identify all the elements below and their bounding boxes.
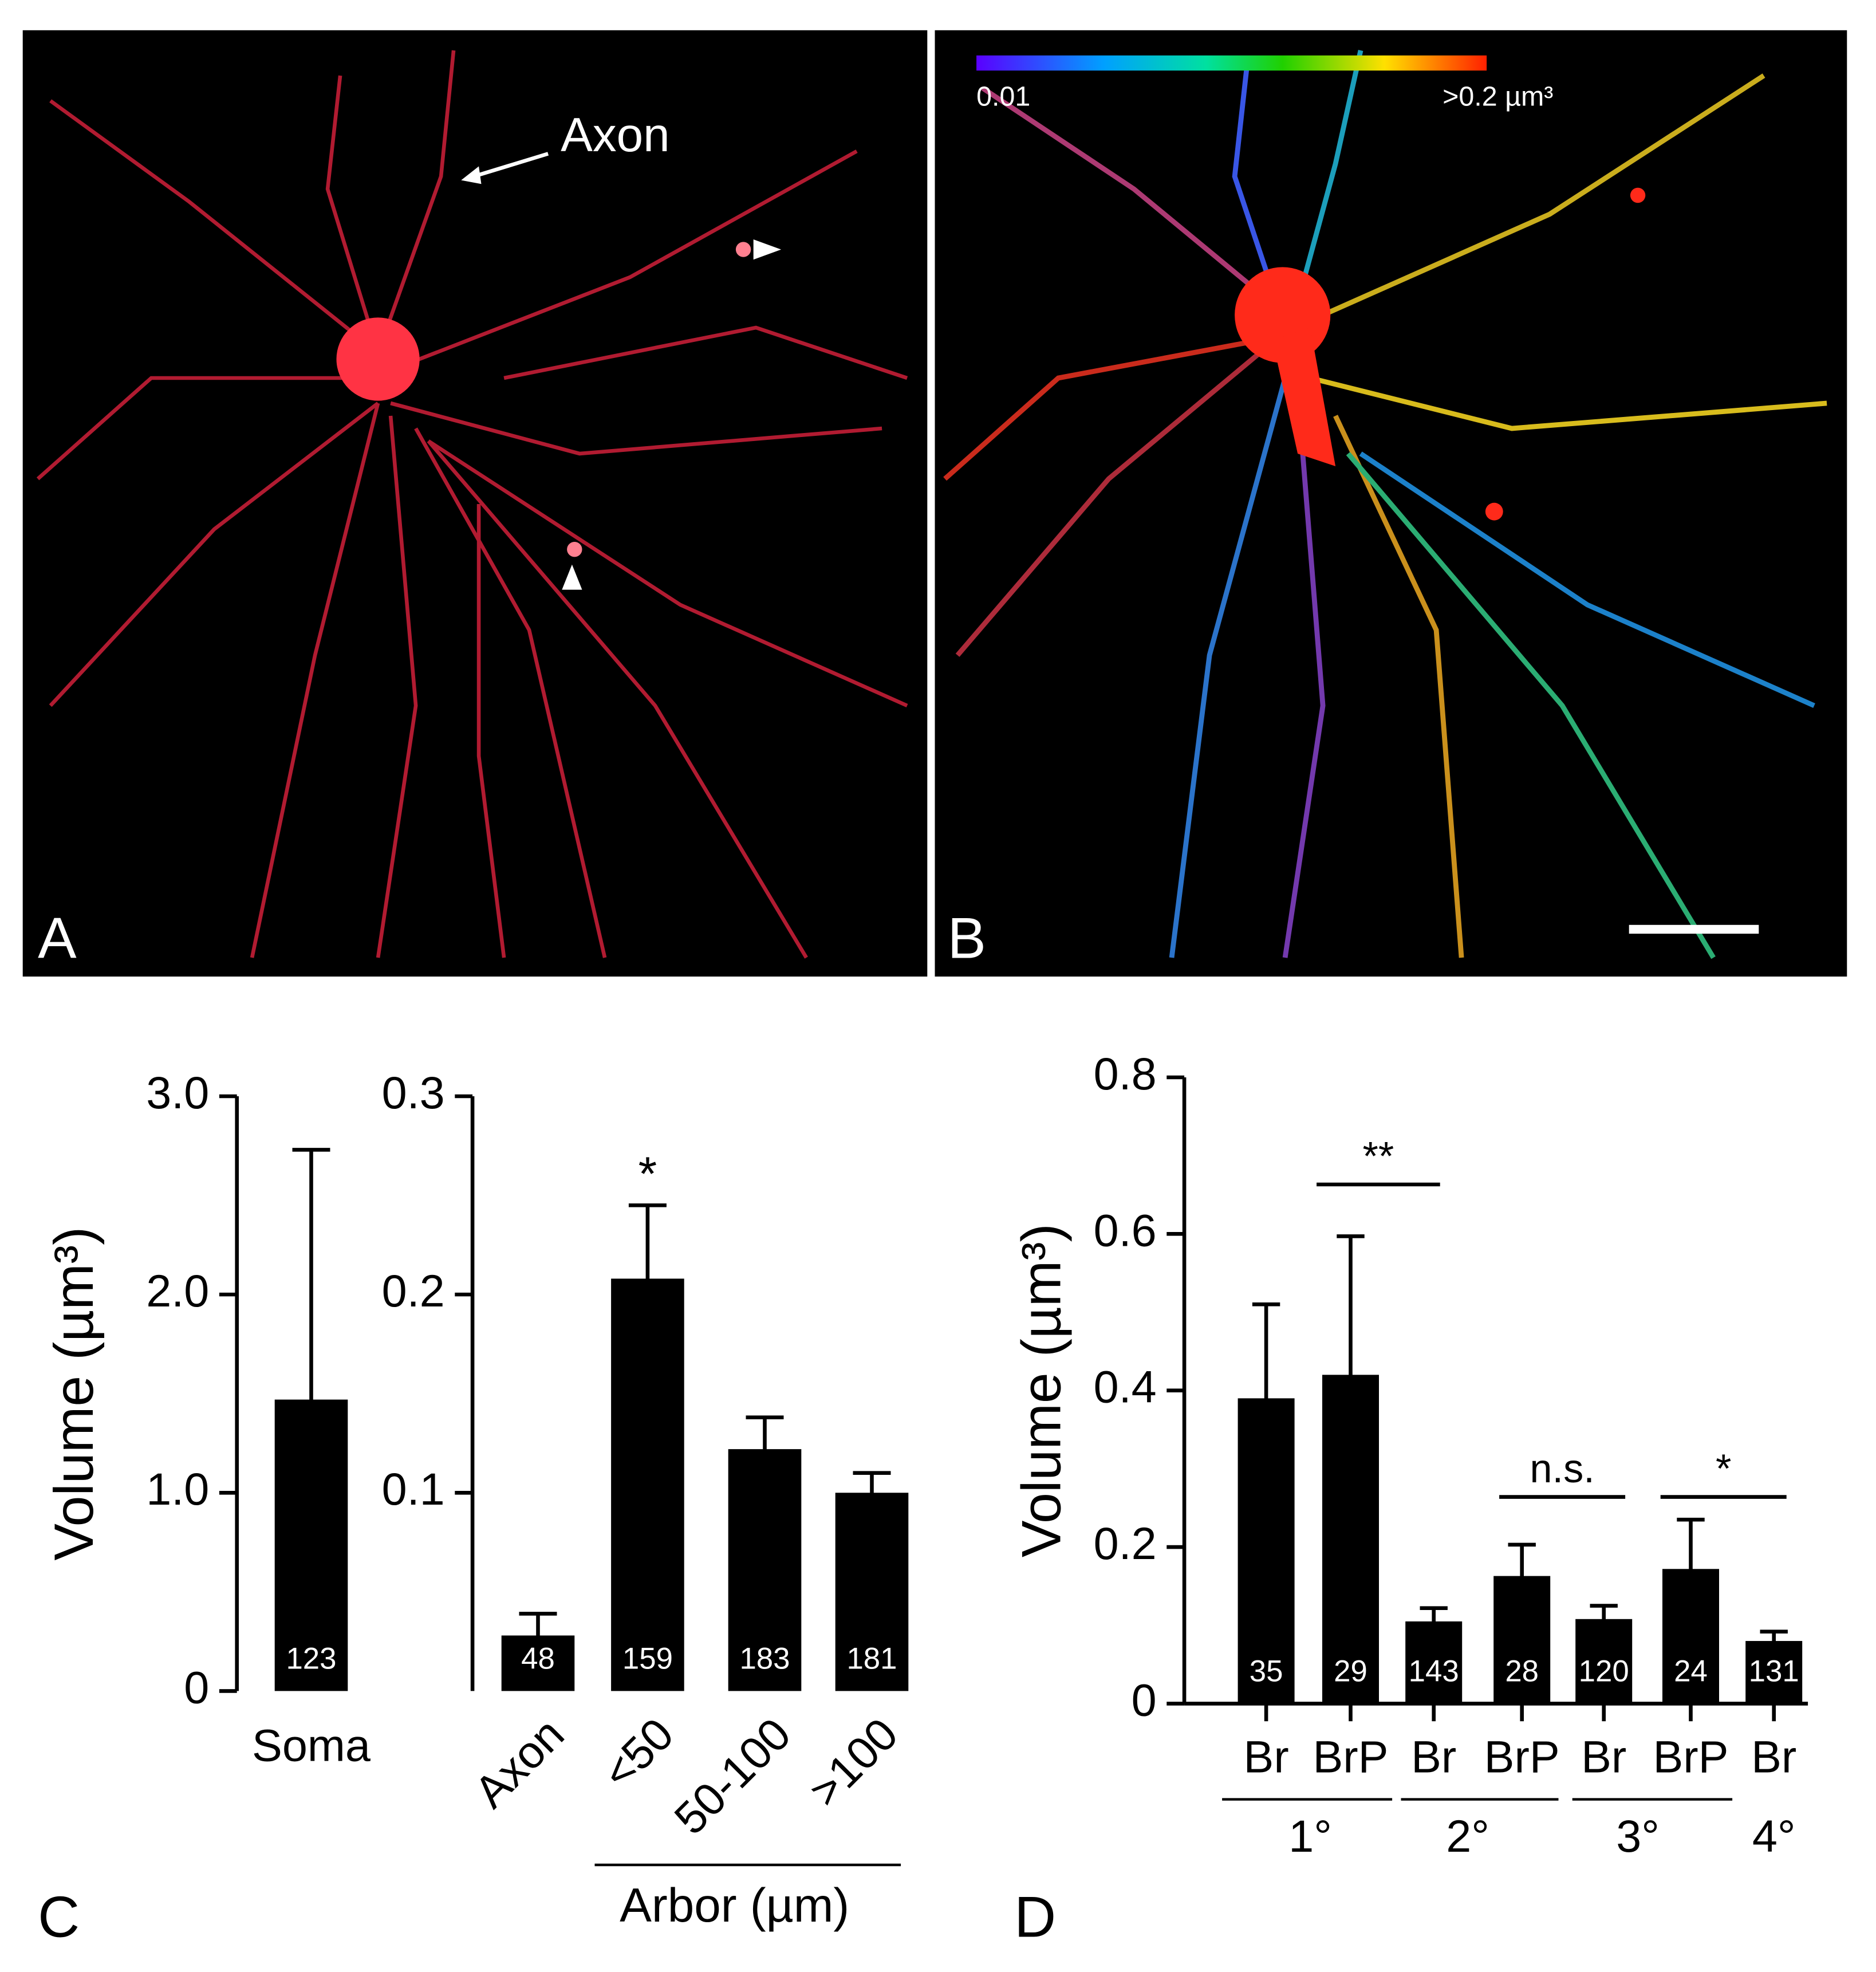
error-bar bbox=[1677, 1517, 1705, 1572]
bar bbox=[274, 1399, 348, 1691]
bar bbox=[835, 1493, 909, 1691]
bar bbox=[501, 1635, 575, 1691]
y-axis-label: Volume (µm³) bbox=[42, 1227, 105, 1561]
significance-label: * bbox=[639, 1147, 657, 1200]
bar bbox=[1405, 1621, 1463, 1704]
x-tick-label: Br bbox=[1244, 1731, 1289, 1782]
y-tick-label: 1.0 bbox=[146, 1463, 209, 1514]
n-label: 29 bbox=[1334, 1655, 1367, 1688]
x-tick-label: Br bbox=[1581, 1731, 1626, 1782]
n-label: 131 bbox=[1749, 1655, 1799, 1688]
n-label: 35 bbox=[1250, 1655, 1283, 1688]
error-bar bbox=[628, 1203, 667, 1281]
x-tick-label: Soma bbox=[252, 1720, 371, 1771]
colorbar-min-label: 0.01 bbox=[976, 81, 1030, 112]
y-tick-label: 0.2 bbox=[382, 1265, 445, 1316]
y-tick-label: 0 bbox=[1132, 1674, 1157, 1725]
x-tick-label: Br bbox=[1411, 1731, 1456, 1782]
significance-label: n.s. bbox=[1530, 1446, 1594, 1491]
bar bbox=[1493, 1576, 1551, 1704]
error-bar bbox=[1760, 1629, 1788, 1644]
x-tick-label: >100 bbox=[799, 1708, 907, 1816]
x-group-label: 4° bbox=[1752, 1810, 1796, 1861]
n-label: 28 bbox=[1505, 1655, 1539, 1688]
x-tick-label: 50-100 bbox=[664, 1708, 800, 1844]
n-label: 48 bbox=[521, 1642, 555, 1676]
y-tick-label: 2.0 bbox=[146, 1265, 209, 1316]
panel-b-image bbox=[935, 30, 1847, 977]
y-tick-label: 0.4 bbox=[1094, 1361, 1157, 1412]
n-label: 181 bbox=[846, 1642, 897, 1676]
bar bbox=[728, 1449, 802, 1691]
error-bar bbox=[1420, 1606, 1448, 1624]
n-label: 123 bbox=[286, 1642, 336, 1676]
n-label: 24 bbox=[1674, 1655, 1708, 1688]
panel-label: C bbox=[38, 1885, 80, 1950]
bar bbox=[1662, 1569, 1719, 1704]
bar bbox=[1745, 1641, 1803, 1704]
x-tick-label: <50 bbox=[593, 1708, 683, 1798]
y-axis-label: Volume (µm³) bbox=[1010, 1223, 1073, 1557]
x-tick-label: BrP bbox=[1653, 1731, 1728, 1782]
axon-annotation: Axon bbox=[561, 108, 670, 162]
y-tick-label: 0.8 bbox=[1094, 1048, 1157, 1099]
panel-label: A bbox=[38, 906, 77, 970]
y-tick-label: 0.3 bbox=[382, 1067, 445, 1118]
bar bbox=[1575, 1619, 1633, 1704]
colorbar-max-label: >0.2 µm³ bbox=[1443, 81, 1553, 112]
error-bar bbox=[519, 1612, 557, 1638]
error-bar bbox=[746, 1415, 784, 1452]
error-bar bbox=[292, 1148, 330, 1402]
panel-label: D bbox=[1014, 1885, 1056, 1950]
panel-label: B bbox=[948, 906, 987, 970]
x-group-label: 3° bbox=[1616, 1810, 1660, 1861]
bar bbox=[1237, 1398, 1295, 1704]
n-label: 159 bbox=[622, 1642, 673, 1676]
bar bbox=[1322, 1375, 1379, 1704]
error-bar bbox=[1252, 1302, 1280, 1401]
panel-a-image bbox=[22, 30, 928, 977]
x-group-label: Arbor (µm) bbox=[620, 1878, 849, 1932]
x-tick-label: Axon bbox=[464, 1708, 574, 1817]
x-group-label: 2° bbox=[1446, 1810, 1489, 1861]
y-tick-label: 0 bbox=[184, 1662, 209, 1713]
n-label: 143 bbox=[1409, 1655, 1459, 1688]
error-bar bbox=[1337, 1234, 1365, 1377]
n-label: 183 bbox=[739, 1642, 790, 1676]
error-bar bbox=[1508, 1542, 1536, 1579]
x-tick-label: Br bbox=[1751, 1731, 1796, 1782]
x-group-label: 1° bbox=[1288, 1810, 1332, 1861]
error-bar bbox=[853, 1471, 891, 1495]
x-tick-label: BrP bbox=[1484, 1731, 1560, 1782]
significance-label: * bbox=[1716, 1446, 1731, 1491]
n-label: 120 bbox=[1579, 1655, 1629, 1688]
error-bar bbox=[1590, 1604, 1618, 1622]
x-tick-label: BrP bbox=[1313, 1731, 1388, 1782]
bar bbox=[611, 1278, 684, 1691]
significance-label: ** bbox=[1363, 1133, 1394, 1179]
y-tick-label: 0.1 bbox=[382, 1463, 445, 1514]
y-tick-label: 3.0 bbox=[146, 1067, 209, 1118]
y-tick-label: 0.2 bbox=[1094, 1518, 1157, 1569]
y-tick-label: 0.6 bbox=[1094, 1205, 1157, 1255]
